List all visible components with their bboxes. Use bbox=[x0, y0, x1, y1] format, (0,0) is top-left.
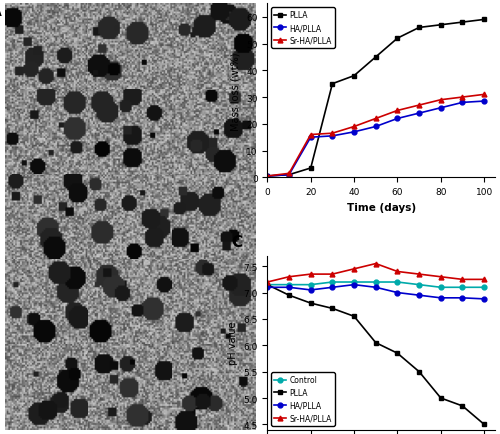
PLLA bbox=[330, 82, 336, 87]
Control bbox=[351, 280, 357, 285]
Legend: Control, PLLA, HA/PLLA, Sr-HA/PLLA: Control, PLLA, HA/PLLA, Sr-HA/PLLA bbox=[271, 372, 335, 426]
Sr-HA/PLLA bbox=[394, 108, 400, 114]
Legend: PLLA, HA/PLLA, Sr-HA/PLLA: PLLA, HA/PLLA, Sr-HA/PLLA bbox=[271, 8, 335, 49]
PLLA bbox=[394, 36, 400, 42]
Sr-HA/PLLA bbox=[438, 98, 444, 103]
Control bbox=[416, 283, 422, 288]
PLLA bbox=[481, 422, 487, 427]
Sr-HA/PLLA bbox=[460, 277, 466, 283]
HA/PLLA bbox=[330, 134, 336, 139]
Control bbox=[481, 285, 487, 290]
Sr-HA/PLLA bbox=[264, 280, 270, 285]
PLLA bbox=[438, 23, 444, 28]
Sr-HA/PLLA bbox=[416, 103, 422, 108]
Sr-HA/PLLA bbox=[394, 269, 400, 274]
Line: Control: Control bbox=[265, 280, 486, 290]
Control bbox=[286, 283, 292, 288]
Control bbox=[264, 283, 270, 288]
Sr-HA/PLLA bbox=[330, 131, 336, 136]
Y-axis label: Mass loss (wt%): Mass loss (wt%) bbox=[230, 52, 240, 130]
PLLA bbox=[373, 340, 379, 345]
X-axis label: Time (days): Time (days) bbox=[346, 202, 416, 212]
PLLA bbox=[264, 283, 270, 288]
HA/PLLA bbox=[481, 99, 487, 105]
Sr-HA/PLLA bbox=[351, 266, 357, 272]
Sr-HA/PLLA bbox=[373, 117, 379, 122]
PLLA bbox=[460, 20, 466, 26]
Sr-HA/PLLA bbox=[416, 272, 422, 277]
HA/PLLA bbox=[351, 283, 357, 288]
Control bbox=[460, 285, 466, 290]
Control bbox=[438, 285, 444, 290]
Sr-HA/PLLA bbox=[286, 274, 292, 279]
Line: HA/PLLA: HA/PLLA bbox=[265, 99, 486, 179]
HA/PLLA bbox=[438, 296, 444, 301]
HA/PLLA bbox=[264, 174, 270, 179]
Sr-HA/PLLA bbox=[308, 133, 314, 138]
HA/PLLA bbox=[394, 117, 400, 122]
PLLA bbox=[308, 301, 314, 306]
Control bbox=[308, 283, 314, 288]
HA/PLLA bbox=[460, 101, 466, 106]
Sr-HA/PLLA bbox=[460, 95, 466, 100]
HA/PLLA bbox=[286, 285, 292, 290]
HA/PLLA bbox=[438, 106, 444, 111]
HA/PLLA bbox=[308, 135, 314, 141]
HA/PLLA bbox=[330, 285, 336, 290]
Text: A: A bbox=[0, 4, 2, 19]
Sr-HA/PLLA bbox=[286, 171, 292, 177]
HA/PLLA bbox=[286, 173, 292, 178]
Line: Sr-HA/PLLA: Sr-HA/PLLA bbox=[265, 262, 486, 285]
PLLA bbox=[351, 74, 357, 79]
PLLA bbox=[286, 173, 292, 178]
Line: HA/PLLA: HA/PLLA bbox=[265, 283, 486, 302]
Line: PLLA: PLLA bbox=[265, 18, 486, 179]
PLLA bbox=[481, 18, 487, 23]
PLLA bbox=[394, 351, 400, 356]
HA/PLLA bbox=[394, 290, 400, 296]
Control bbox=[394, 280, 400, 285]
PLLA bbox=[264, 174, 270, 179]
Sr-HA/PLLA bbox=[264, 174, 270, 179]
Control bbox=[373, 280, 379, 285]
PLLA bbox=[373, 55, 379, 60]
Line: Sr-HA/PLLA: Sr-HA/PLLA bbox=[265, 93, 486, 179]
HA/PLLA bbox=[264, 285, 270, 290]
PLLA bbox=[330, 306, 336, 311]
Text: C: C bbox=[231, 234, 242, 249]
Line: PLLA: PLLA bbox=[265, 283, 486, 427]
Control bbox=[330, 280, 336, 285]
PLLA bbox=[416, 369, 422, 375]
Sr-HA/PLLA bbox=[481, 277, 487, 283]
PLLA bbox=[438, 395, 444, 401]
HA/PLLA bbox=[460, 296, 466, 301]
PLLA bbox=[286, 293, 292, 298]
HA/PLLA bbox=[416, 293, 422, 298]
PLLA bbox=[308, 166, 314, 171]
Sr-HA/PLLA bbox=[481, 92, 487, 98]
Y-axis label: pH value: pH value bbox=[228, 321, 237, 365]
HA/PLLA bbox=[351, 130, 357, 135]
Sr-HA/PLLA bbox=[373, 261, 379, 266]
HA/PLLA bbox=[416, 111, 422, 116]
HA/PLLA bbox=[481, 296, 487, 302]
Sr-HA/PLLA bbox=[308, 272, 314, 277]
HA/PLLA bbox=[308, 288, 314, 293]
PLLA bbox=[351, 314, 357, 319]
PLLA bbox=[460, 403, 466, 408]
HA/PLLA bbox=[373, 125, 379, 130]
Sr-HA/PLLA bbox=[351, 125, 357, 130]
Sr-HA/PLLA bbox=[438, 274, 444, 279]
Sr-HA/PLLA bbox=[330, 272, 336, 277]
PLLA bbox=[416, 26, 422, 31]
HA/PLLA bbox=[373, 285, 379, 290]
